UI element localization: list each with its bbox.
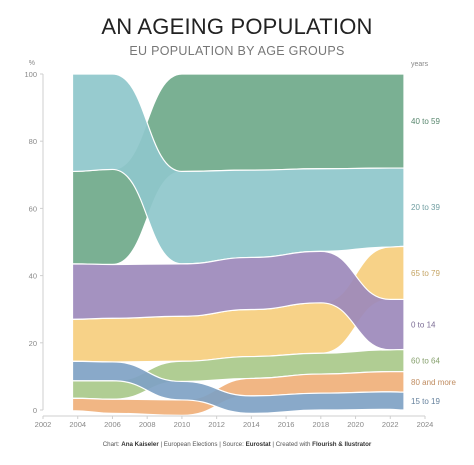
- legend-label-2: 65 to 79: [411, 269, 440, 278]
- y-tick-label-40: 40: [29, 272, 37, 281]
- legend-label-3: 0 to 14: [411, 320, 436, 329]
- x-tick-label-2010: 2010: [174, 420, 191, 429]
- x-tick-label-2020: 2020: [347, 420, 364, 429]
- chart-credit: Chart: Ana Kaiseler | European Elections…: [0, 441, 474, 448]
- x-tick-label-2014: 2014: [243, 420, 260, 429]
- y-tick-label-0: 0: [33, 406, 37, 415]
- y-tick-label-20: 20: [29, 339, 37, 348]
- y-tick-label-60: 60: [29, 204, 37, 213]
- area-series-6: [71, 360, 405, 414]
- x-tick-label-2024: 2024: [417, 420, 434, 429]
- chart-title: AN AGEING POPULATION: [101, 14, 373, 39]
- credit-sep-2: | Created with: [270, 441, 313, 448]
- x-tick-label-2022: 2022: [382, 420, 399, 429]
- credit-sep-1: | European Elections | Source:: [158, 441, 246, 448]
- x-tick-label-2012: 2012: [208, 420, 225, 429]
- y-tick-label-100: 100: [24, 70, 37, 79]
- credit-chart-prefix: Chart:: [102, 441, 122, 448]
- legend-label-1: 20 to 39: [411, 203, 440, 212]
- x-tick-label-2002: 2002: [35, 420, 52, 429]
- legend-label-0: 40 to 59: [411, 117, 440, 126]
- x-tick-label-2008: 2008: [139, 420, 156, 429]
- credit-source: Eurostat: [245, 441, 271, 448]
- credit-tool: Flourish & Ilustrator: [312, 441, 372, 448]
- chart-subtitle: EU POPULATION BY AGE GROUPS: [129, 44, 345, 58]
- legend-label-5: 80 and more: [411, 378, 456, 387]
- y-tick-label-80: 80: [29, 137, 37, 146]
- legend-label-4: 60 to 64: [411, 357, 440, 366]
- legend-label-6: 15 to 19: [411, 397, 440, 406]
- credit-author: Ana Kaiseler: [121, 441, 159, 448]
- y-axis-label: %: [29, 60, 35, 67]
- x-tick-label-2018: 2018: [312, 420, 329, 429]
- legend-title: years: [411, 61, 429, 68]
- x-tick-label-2006: 2006: [104, 420, 121, 429]
- x-tick-label-2004: 2004: [69, 420, 86, 429]
- x-tick-label-2016: 2016: [278, 420, 295, 429]
